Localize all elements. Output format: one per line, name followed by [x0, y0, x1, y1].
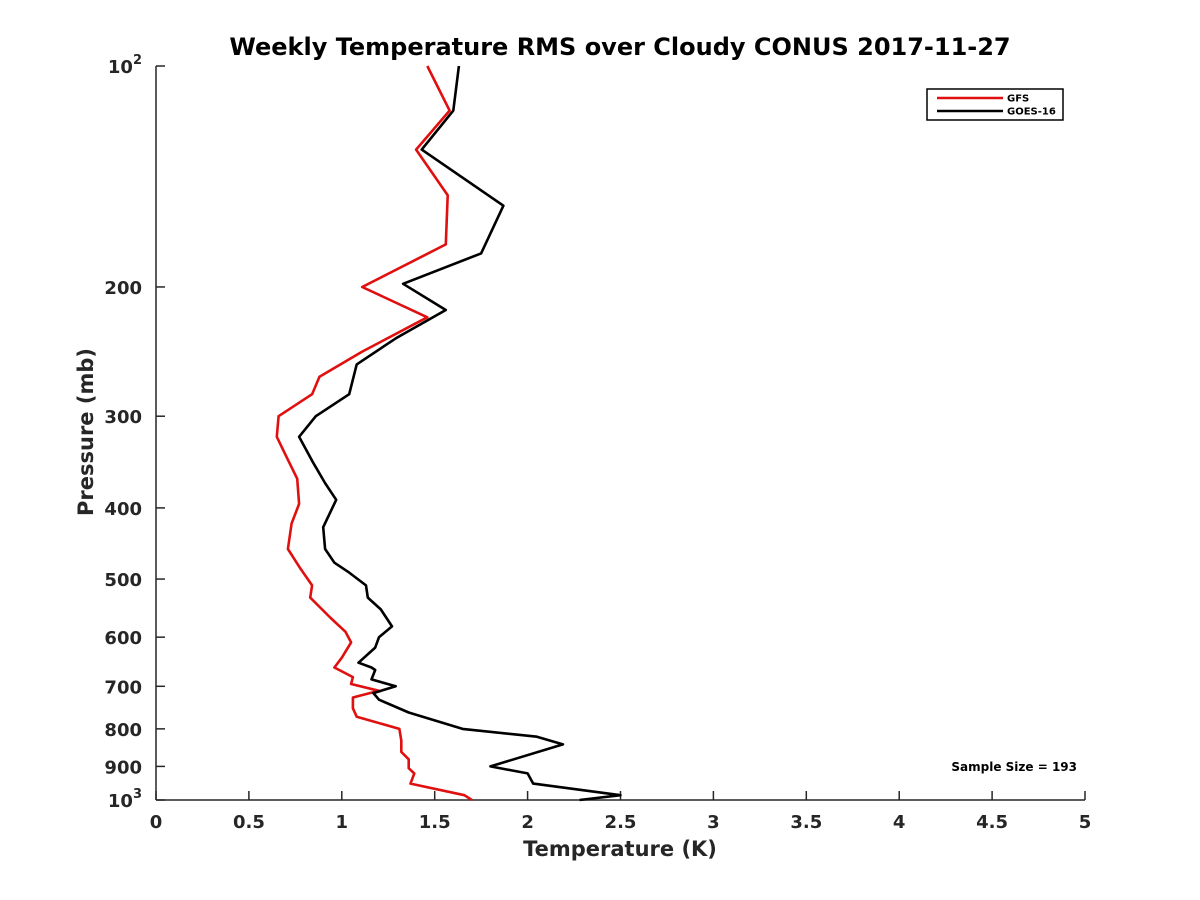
y-axis-label: Pressure (mb): [74, 348, 98, 516]
plot-area: [155, 66, 1085, 801]
x-tick-label: 0.5: [233, 812, 265, 833]
x-tick-label: 3: [707, 812, 720, 833]
legend: GFS GOES-16: [926, 88, 1064, 121]
series-line-gfs: [275, 65, 473, 802]
x-tick-label: 2: [521, 812, 534, 833]
y-tick-label: 400: [104, 499, 142, 520]
legend-label: GOES-16: [1007, 107, 1056, 118]
x-tick-label: 0: [150, 812, 163, 833]
x-tick-label: 5: [1079, 812, 1092, 833]
series-line-goes-16: [297, 65, 622, 802]
y-tick-label: 200: [104, 278, 142, 299]
x-tick-label: 1.5: [419, 812, 451, 833]
legend-label: GFS: [1007, 94, 1029, 105]
x-tick-label: 4.5: [976, 812, 1008, 833]
x-tick-label: 1: [336, 812, 349, 833]
x-axis-label: Temperature (K): [523, 837, 717, 861]
y-tick-label: 500: [104, 570, 142, 591]
y-tick-label: 700: [104, 677, 142, 698]
y-tick-label: 800: [104, 720, 142, 741]
y-tick-label-exponent: 3: [133, 787, 142, 802]
legend-box: [926, 88, 1064, 121]
x-tick-label: 2.5: [605, 812, 637, 833]
y-tick-label: 900: [104, 757, 142, 778]
y-tick-label: 102: [108, 53, 142, 78]
y-tick-label-base: 10: [108, 57, 133, 78]
sample-size-annotation: Sample Size = 193: [951, 760, 1077, 774]
x-tick-label: 4: [893, 812, 906, 833]
y-tick-label-base: 10: [108, 791, 133, 812]
y-tick-label-exponent: 2: [133, 53, 142, 68]
y-tick-label: 600: [104, 628, 142, 649]
y-tick-label: 300: [104, 407, 142, 428]
x-tick-label: 3.5: [790, 812, 822, 833]
series-layer: [275, 65, 622, 802]
chart-title: Weekly Temperature RMS over Cloudy CONUS…: [229, 33, 1010, 61]
y-tick-label: 103: [108, 787, 142, 812]
x-axis: 0 0.5 1 1.5 2 2.5 3 3.5 4 4.5 5: [150, 791, 1092, 833]
